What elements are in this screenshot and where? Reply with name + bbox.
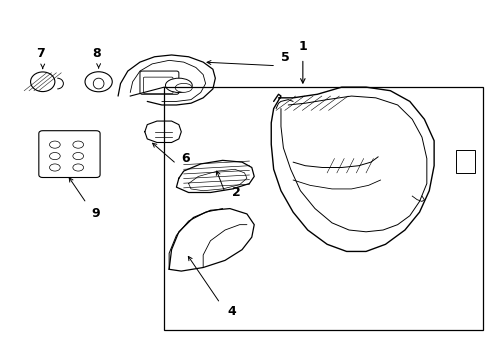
Text: 8: 8 <box>92 47 101 60</box>
Text: 7: 7 <box>36 47 44 60</box>
Bar <box>164 87 482 330</box>
Bar <box>455 150 474 173</box>
Ellipse shape <box>73 153 83 159</box>
Ellipse shape <box>49 141 60 148</box>
Text: 3: 3 <box>465 157 473 170</box>
Text: 2: 2 <box>232 186 241 199</box>
Ellipse shape <box>49 153 60 159</box>
FancyBboxPatch shape <box>143 77 173 94</box>
Ellipse shape <box>73 164 83 171</box>
Text: 9: 9 <box>91 207 100 220</box>
FancyBboxPatch shape <box>39 131 100 177</box>
Text: 6: 6 <box>181 152 189 165</box>
Ellipse shape <box>30 72 55 91</box>
Ellipse shape <box>49 164 60 171</box>
Ellipse shape <box>165 78 192 93</box>
Ellipse shape <box>93 78 104 89</box>
Text: 5: 5 <box>281 51 289 64</box>
FancyBboxPatch shape <box>140 71 179 94</box>
Text: 1: 1 <box>298 40 306 53</box>
Text: 4: 4 <box>227 305 236 318</box>
Ellipse shape <box>73 141 83 148</box>
Ellipse shape <box>175 84 192 92</box>
Circle shape <box>85 72 112 92</box>
